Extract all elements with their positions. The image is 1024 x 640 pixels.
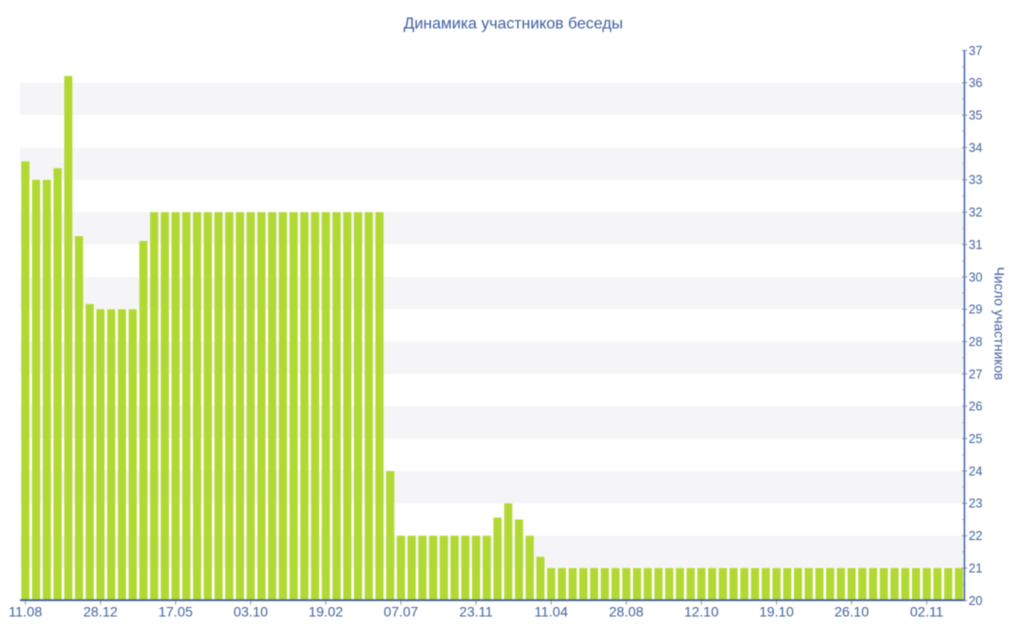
svg-text:Динамика участников беседы: Динамика участников беседы (404, 16, 623, 33)
svg-text:22: 22 (969, 529, 983, 543)
svg-text:27: 27 (969, 367, 983, 381)
svg-text:32: 32 (969, 206, 983, 220)
svg-text:28.08: 28.08 (609, 605, 644, 620)
svg-text:33: 33 (969, 173, 983, 187)
svg-text:20: 20 (969, 594, 983, 608)
svg-text:17.05: 17.05 (158, 605, 193, 620)
svg-text:24: 24 (969, 464, 983, 478)
svg-text:36: 36 (969, 76, 983, 90)
svg-text:11.08: 11.08 (9, 605, 43, 620)
svg-text:23.11: 23.11 (459, 605, 493, 620)
svg-text:19.10: 19.10 (759, 605, 794, 620)
svg-text:07.07: 07.07 (384, 605, 419, 620)
svg-text:29: 29 (969, 303, 983, 317)
svg-text:03.10: 03.10 (233, 605, 268, 620)
svg-text:23: 23 (969, 497, 983, 511)
svg-text:31: 31 (969, 238, 983, 252)
svg-text:28.12: 28.12 (83, 605, 118, 620)
svg-text:12.10: 12.10 (684, 605, 719, 620)
svg-text:25: 25 (969, 432, 983, 446)
svg-text:28: 28 (969, 335, 983, 349)
svg-text:11.04: 11.04 (534, 605, 568, 620)
svg-text:34: 34 (969, 141, 983, 155)
svg-text:26.10: 26.10 (834, 605, 869, 620)
svg-text:02.11: 02.11 (910, 605, 944, 620)
svg-text:19.02: 19.02 (309, 605, 344, 620)
svg-text:37: 37 (969, 44, 983, 58)
svg-text:35: 35 (969, 109, 983, 123)
svg-text:26: 26 (969, 400, 983, 414)
svg-text:21: 21 (969, 561, 983, 575)
svg-text:30: 30 (969, 270, 983, 284)
svg-text:Число участников: Число участников (992, 267, 1007, 380)
